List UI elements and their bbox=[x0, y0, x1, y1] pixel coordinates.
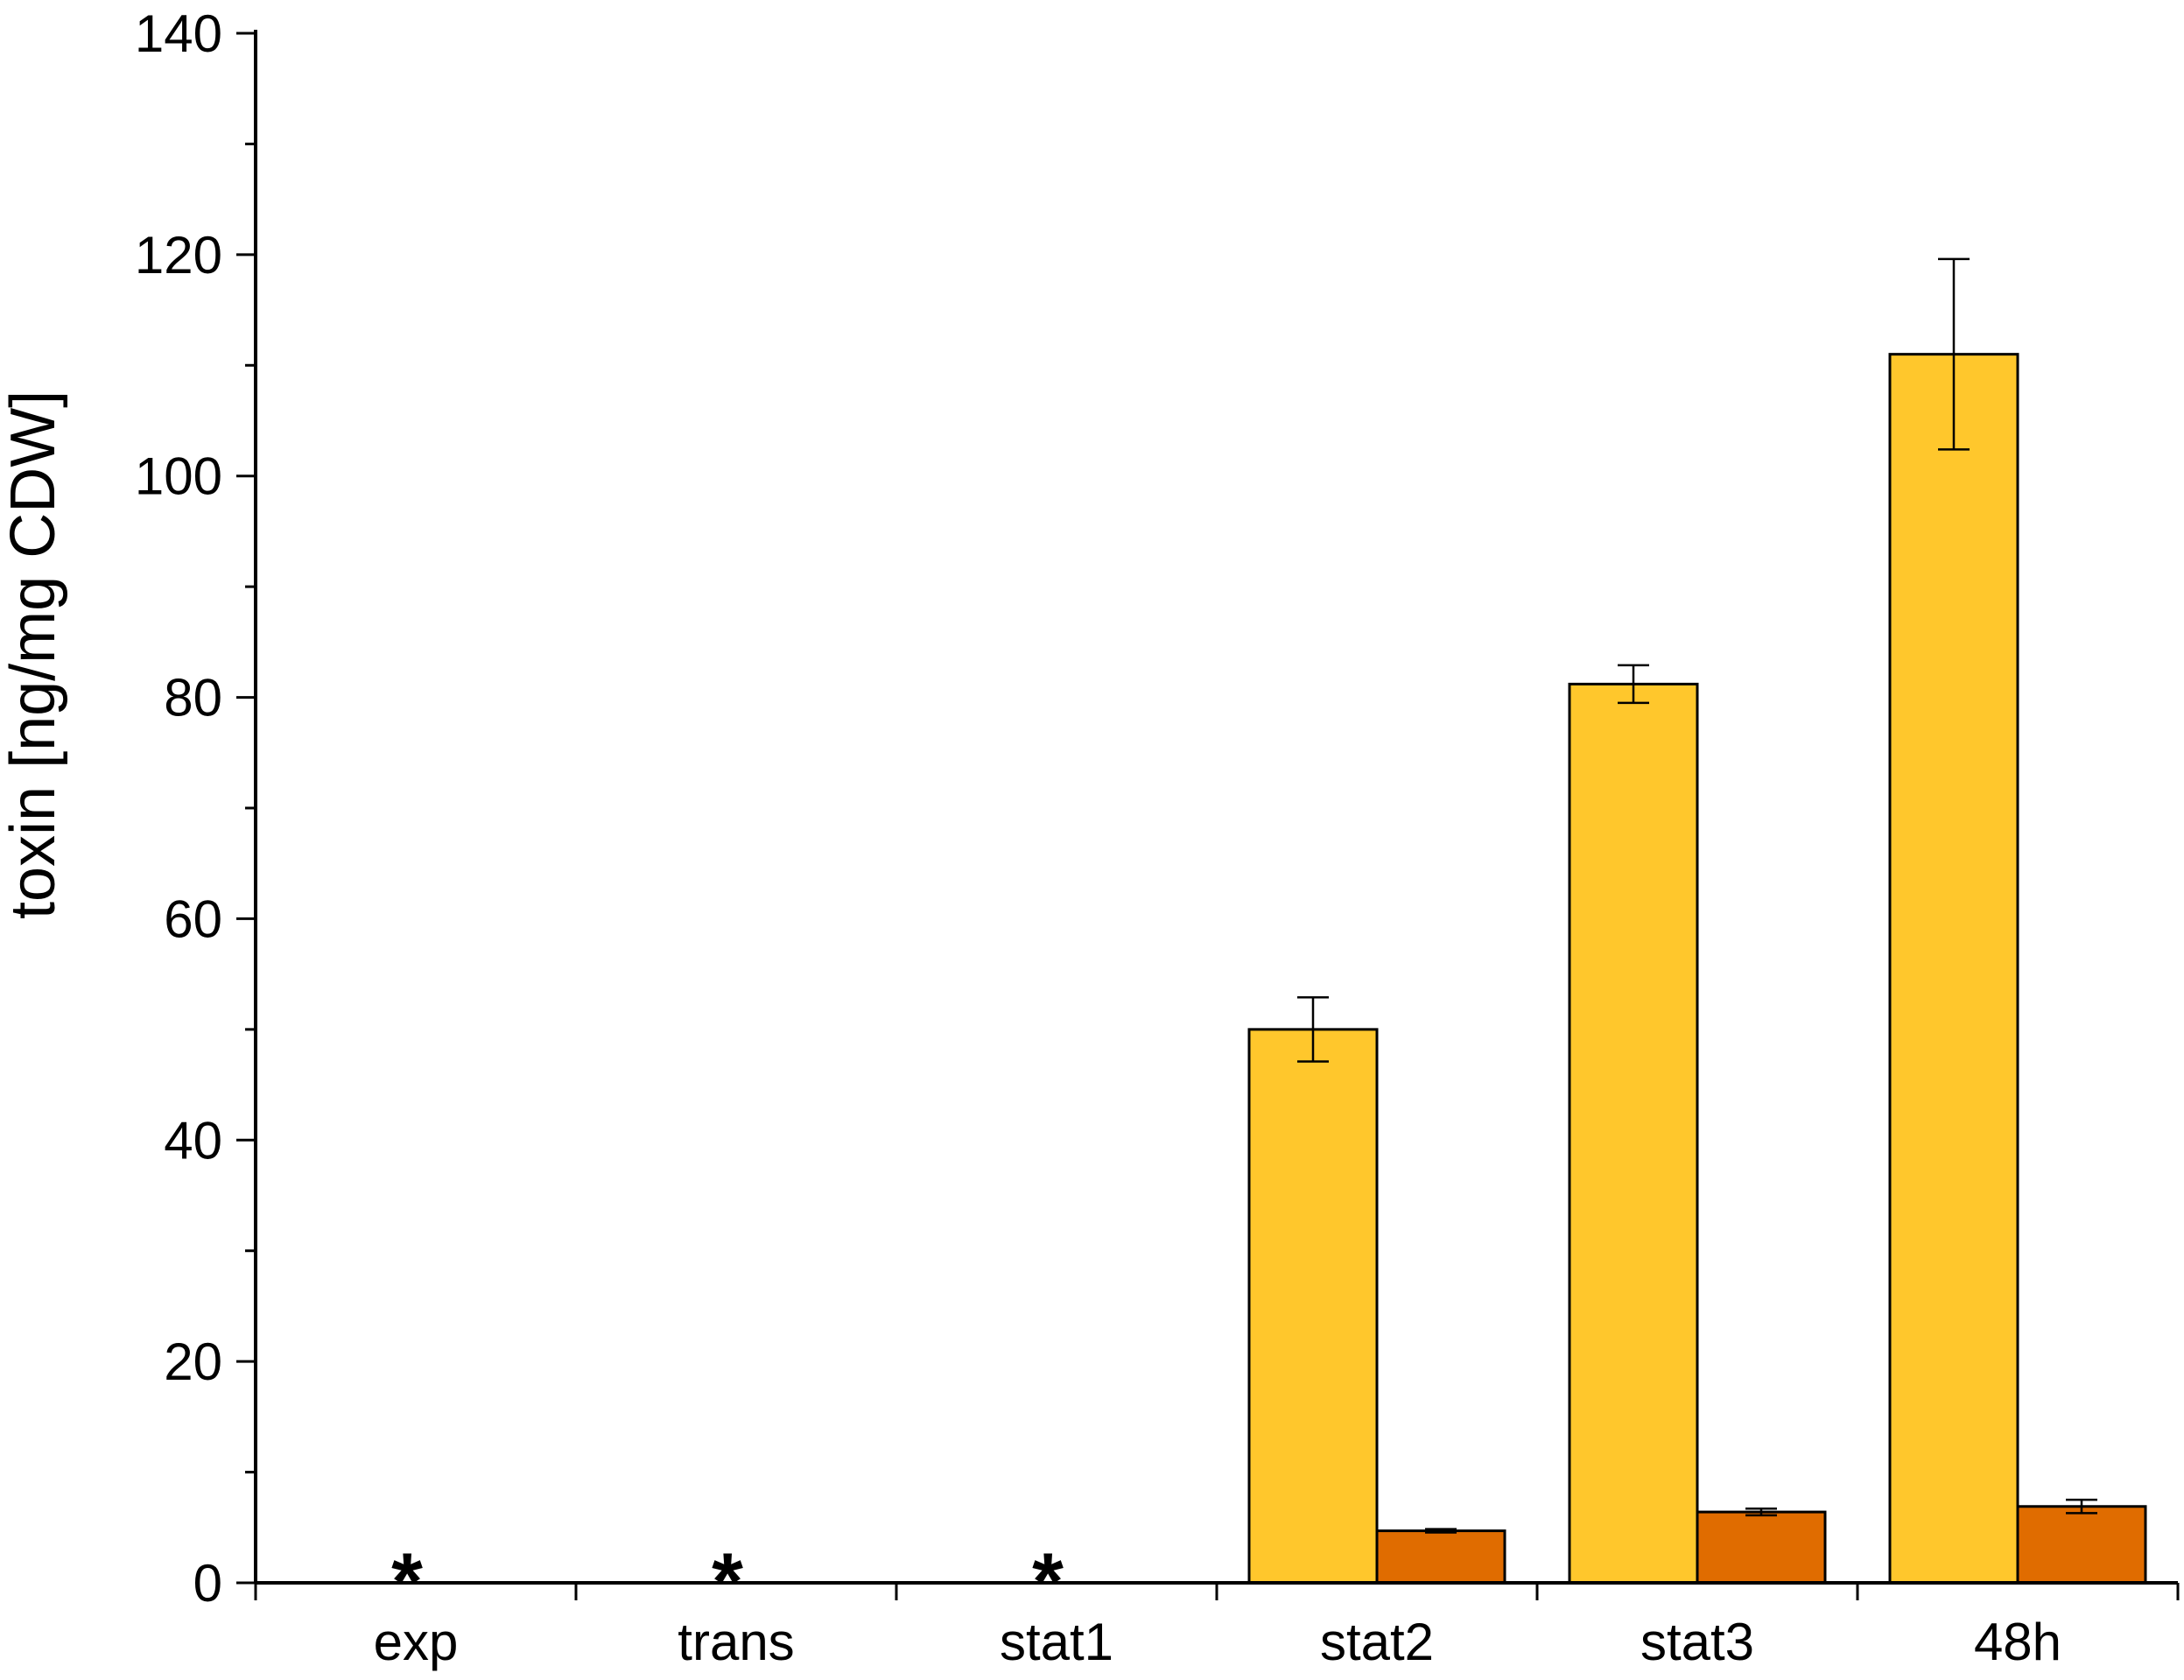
y-axis-title: toxin [ng/mg CDW] bbox=[0, 390, 68, 919]
annotation-asterisk-exp: * bbox=[391, 1537, 423, 1627]
bar-s2-stat2 bbox=[1375, 1529, 1506, 1585]
y-tick-label-120: 120 bbox=[135, 226, 222, 285]
x-tick-label-trans: trans bbox=[678, 1613, 794, 1671]
bar-s1-48h bbox=[1888, 353, 2019, 1585]
x-tick-label-stat2: stat2 bbox=[1320, 1613, 1434, 1671]
y-tick-label-60: 60 bbox=[164, 889, 222, 948]
plot-area: 0 20 40 60 80 100 120 140 exp trans stat1 stat2 stat… bbox=[135, 4, 2180, 1671]
bar-s2-stat3 bbox=[1696, 1510, 1827, 1585]
x-tick-label-exp: exp bbox=[374, 1613, 459, 1671]
y-tick-label-40: 40 bbox=[164, 1111, 222, 1170]
y-tick-label-20: 20 bbox=[164, 1332, 222, 1391]
annotation-asterisk-trans: * bbox=[712, 1537, 743, 1627]
y-tick-label-80: 80 bbox=[164, 669, 222, 728]
y-tick-label-140: 140 bbox=[135, 4, 222, 63]
x-tick-label-48h: 48h bbox=[1974, 1613, 2061, 1671]
annotation-asterisk-stat1: * bbox=[1032, 1537, 1064, 1627]
x-tick-label-stat3: stat3 bbox=[1640, 1613, 1754, 1671]
y-tick-label-0: 0 bbox=[193, 1554, 222, 1613]
y-tick-label-100: 100 bbox=[135, 447, 222, 506]
bar-s1-stat2 bbox=[1247, 1028, 1379, 1585]
bar-s2-48h bbox=[2016, 1505, 2147, 1585]
bar-s1-stat3 bbox=[1568, 682, 1699, 1585]
x-tick-label-stat1: stat1 bbox=[1000, 1613, 1113, 1671]
